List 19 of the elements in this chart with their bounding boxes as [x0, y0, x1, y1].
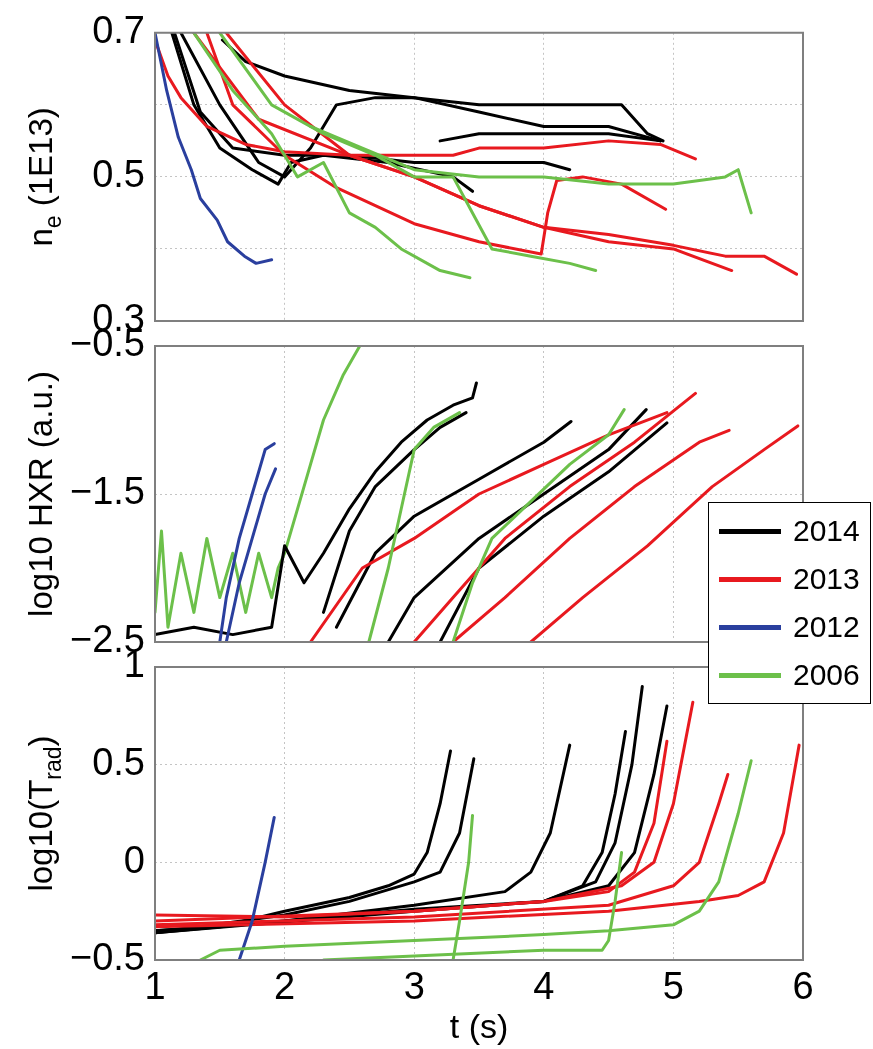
y-axis-title: log10(Trad) [22, 735, 66, 892]
y-tick-label: 0.5 [92, 741, 145, 784]
x-tick-label: 4 [533, 965, 555, 1008]
legend-label: 2012 [793, 610, 860, 644]
x-tick-label: 2 [274, 965, 296, 1008]
y-axis-title: log10 HXR (a.u.) [22, 371, 59, 617]
legend-label: 2014 [793, 514, 860, 548]
legend-label: 2006 [793, 658, 860, 692]
x-tick-label: 6 [792, 965, 814, 1008]
legend-label: 2013 [793, 562, 860, 596]
y-tick-label: 0 [123, 838, 145, 881]
x-tick-label: 5 [662, 965, 684, 1008]
y-axis-title: ne (1E13) [22, 107, 66, 247]
x-tick-label: 3 [403, 965, 425, 1008]
y-tick-label: 0.7 [92, 9, 145, 52]
x-axis-title: t (s) [449, 1006, 509, 1045]
y-tick-label: −0.5 [69, 936, 145, 979]
y-tick-label: −1.5 [69, 470, 145, 513]
y-tick-label: 0.5 [92, 153, 145, 196]
